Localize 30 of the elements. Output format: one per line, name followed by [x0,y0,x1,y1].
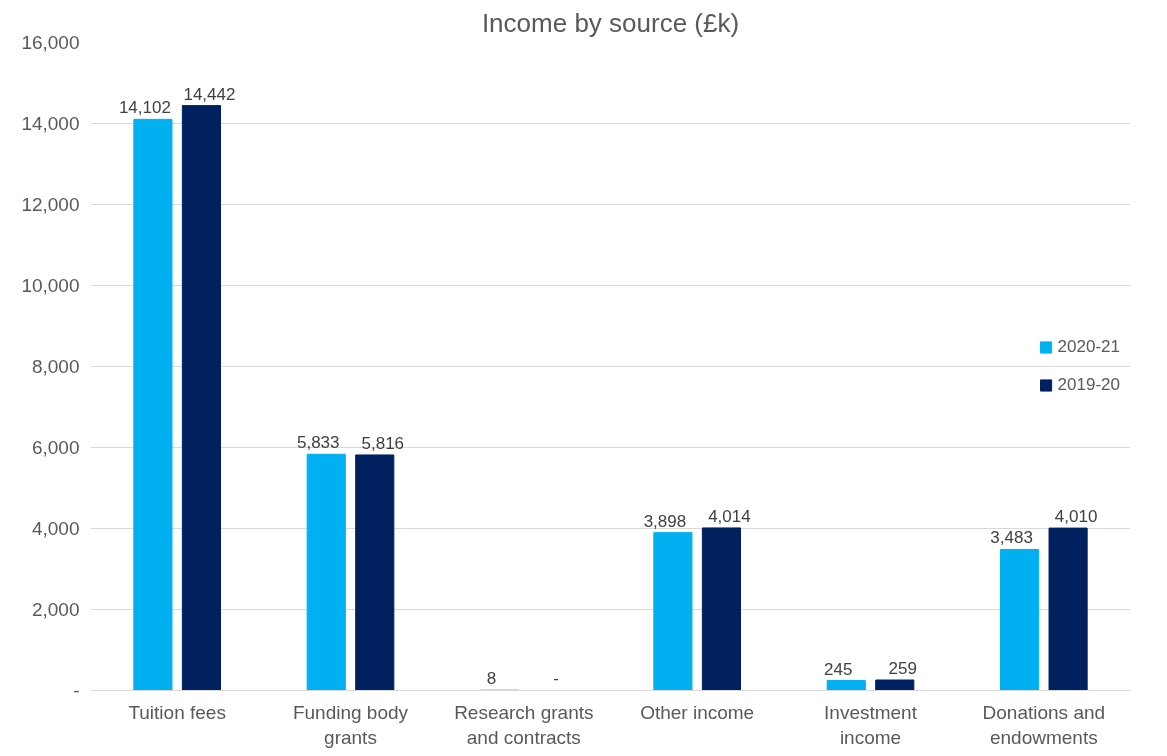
data-label: 8 [486,669,497,689]
legend-label: 2019-20 [1057,375,1120,395]
x-tick-label: Tuition fees [128,701,226,723]
data-label: 14,102 [118,98,171,118]
chart-title: Income by source (£k) [481,7,740,38]
data-label: 4,010 [1054,507,1098,527]
x-tick-label: Research grants and contracts [454,701,594,748]
x-tick-label: Donations and endowments [982,701,1106,748]
y-tick-label: 12,000 [21,194,80,215]
y-tick-label: - [73,680,80,701]
data-label: 5,816 [361,433,405,453]
y-tick-label: 2,000 [31,599,80,620]
data-label: - [553,669,559,689]
data-label: 4,014 [708,506,751,526]
y-tick-label: 14,000 [21,113,80,134]
y-tick-label: 8,000 [31,356,80,377]
data-label: 245 [824,659,853,679]
y-tick-label: 6,000 [31,437,80,458]
data-label: 14,442 [183,84,236,104]
data-label: 3,483 [990,528,1033,548]
y-tick-label: 10,000 [21,275,80,296]
x-tick-label: Other income [640,701,755,723]
y-tick-label: 4,000 [31,518,80,539]
data-label: 3,898 [643,511,687,531]
y-tick-label: 16,000 [21,32,80,53]
data-label: 259 [888,658,917,678]
x-tick-label: Funding body grants [292,701,409,748]
legend-label: 2020-21 [1057,337,1120,357]
x-tick-label: Investment income [824,701,918,748]
data-label: 5,833 [296,433,340,453]
